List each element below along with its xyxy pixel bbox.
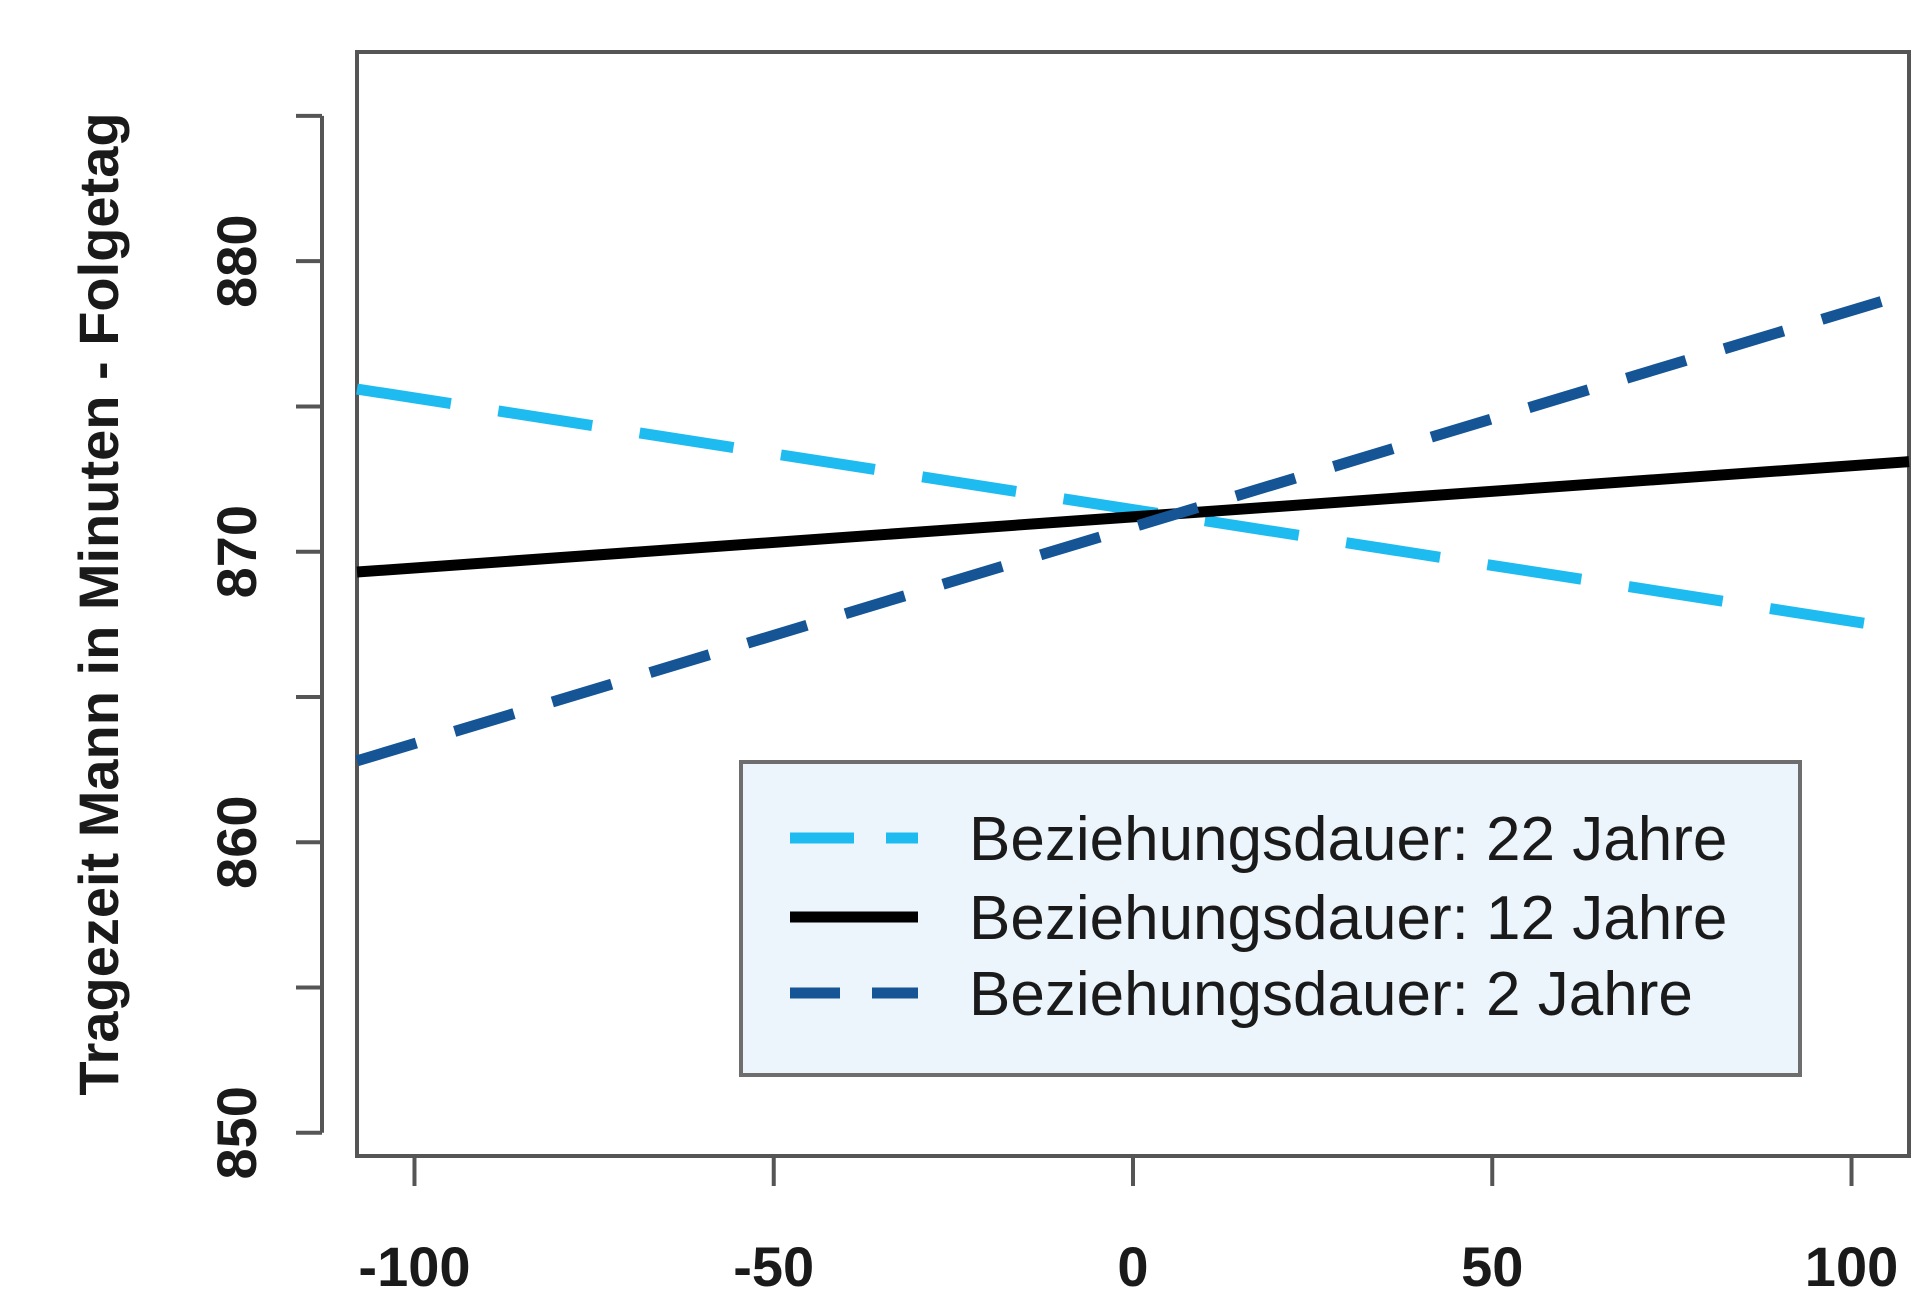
y-tick-label: 870 [205,505,268,598]
series-line-2 [356,456,1910,578]
x-axis: -100 -50 0 50 100 [358,1154,1898,1297]
y-axis: 850 860 870 880 [205,113,324,1179]
series-layer [355,287,1911,767]
legend: Beziehungsdauer: 22 Jahre Beziehungsdauer… [739,760,1802,1077]
y-tick-label: 880 [205,214,268,307]
legend-label-2: Beziehungsdauer: 12 Jahre [969,884,1727,953]
x-tick-label: 0 [1117,1235,1148,1297]
x-tick-label: -50 [733,1235,814,1297]
legend-label-1: Beziehungsdauer: 22 Jahre [969,805,1727,874]
x-tick-label: 100 [1805,1235,1898,1297]
y-tick-label: 860 [205,796,268,889]
series-line-3 [355,287,1911,767]
y-axis-title: Tragezeit Mann in Minuten - Folgetag [67,112,130,1095]
x-tick-label: -100 [358,1235,470,1297]
x-tick-label: 50 [1461,1235,1523,1297]
legend-label-3: Beziehungsdauer: 2 Jahre [969,960,1693,1029]
y-tick-label: 850 [205,1086,268,1179]
series-line-1 [356,383,1910,636]
